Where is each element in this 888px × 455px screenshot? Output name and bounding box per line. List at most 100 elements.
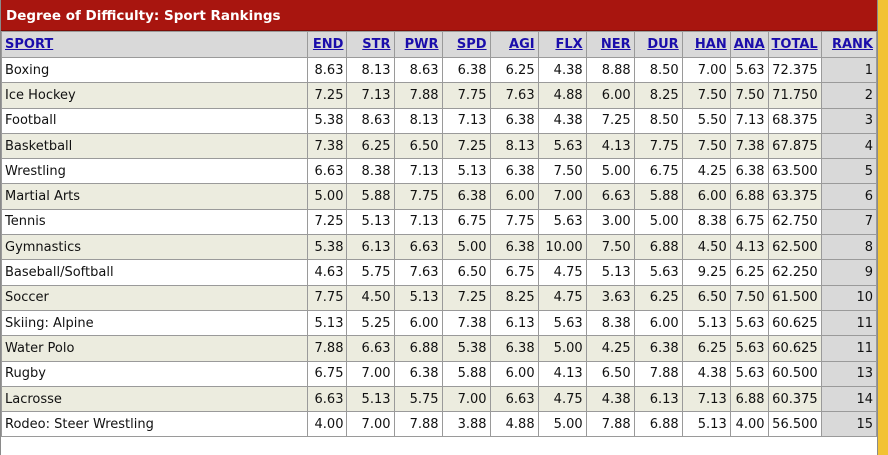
cell-pwr: 7.88 bbox=[394, 412, 442, 437]
table-row: Baseball/Softball 4.63 5.75 7.63 6.50 6.75 4.7… bbox=[2, 260, 877, 285]
cell-end: 6.63 bbox=[307, 386, 347, 411]
cell-ner: 4.25 bbox=[586, 336, 634, 361]
sort-link-dur[interactable]: DUR bbox=[647, 37, 678, 52]
cell-agi: 4.88 bbox=[490, 412, 538, 437]
cell-total: 62.750 bbox=[768, 209, 821, 234]
cell-total: 56.500 bbox=[768, 412, 821, 437]
cell-agi: 8.13 bbox=[490, 133, 538, 158]
column-header-ana[interactable]: ANA bbox=[730, 32, 768, 58]
header-row: SPORT END STR PWR SPD AGI FLX NER DUR HAN ANA TOTAL… bbox=[2, 32, 877, 58]
cell-rank: 11 bbox=[821, 336, 876, 361]
cell-pwr: 7.13 bbox=[394, 159, 442, 184]
cell-flx: 4.38 bbox=[538, 108, 586, 133]
column-header-sport[interactable]: SPORT bbox=[2, 32, 308, 58]
cell-han: 9.25 bbox=[682, 260, 730, 285]
cell-spd: 7.25 bbox=[442, 133, 490, 158]
column-header-str[interactable]: STR bbox=[347, 32, 394, 58]
cell-ner: 4.13 bbox=[586, 133, 634, 158]
column-header-end[interactable]: END bbox=[307, 32, 347, 58]
sort-link-ana[interactable]: ANA bbox=[734, 37, 765, 52]
column-header-pwr[interactable]: PWR bbox=[394, 32, 442, 58]
cell-agi: 7.63 bbox=[490, 83, 538, 108]
cell-str: 4.50 bbox=[347, 285, 394, 310]
cell-han: 6.00 bbox=[682, 184, 730, 209]
cell-han: 5.13 bbox=[682, 412, 730, 437]
table-row: Soccer 7.75 4.50 5.13 7.25 8.25 4.75 3.63 6.25 6.… bbox=[2, 285, 877, 310]
sort-link-flx[interactable]: FLX bbox=[555, 37, 582, 52]
cell-sport: Water Polo bbox=[2, 336, 308, 361]
cell-ner: 8.38 bbox=[586, 310, 634, 335]
sort-link-total[interactable]: TOTAL bbox=[772, 37, 818, 52]
column-header-ner[interactable]: NER bbox=[586, 32, 634, 58]
sort-link-spd[interactable]: SPD bbox=[457, 37, 487, 52]
cell-pwr: 6.88 bbox=[394, 336, 442, 361]
cell-flx: 4.13 bbox=[538, 361, 586, 386]
cell-rank: 5 bbox=[821, 159, 876, 184]
cell-pwr: 5.13 bbox=[394, 285, 442, 310]
cell-sport: Gymnastics bbox=[2, 235, 308, 260]
cell-dur: 5.63 bbox=[634, 260, 682, 285]
cell-str: 5.13 bbox=[347, 386, 394, 411]
cell-total: 63.500 bbox=[768, 159, 821, 184]
cell-spd: 7.13 bbox=[442, 108, 490, 133]
cell-total: 61.500 bbox=[768, 285, 821, 310]
table-row: Wrestling 6.63 8.38 7.13 5.13 6.38 7.50 5.00 6.7… bbox=[2, 159, 877, 184]
cell-han: 5.13 bbox=[682, 310, 730, 335]
cell-flx: 4.75 bbox=[538, 285, 586, 310]
sort-link-end[interactable]: END bbox=[313, 37, 344, 52]
column-header-rank[interactable]: RANK bbox=[821, 32, 876, 58]
cell-agi: 8.25 bbox=[490, 285, 538, 310]
cell-sport: Ice Hockey bbox=[2, 83, 308, 108]
sort-link-han[interactable]: HAN bbox=[695, 37, 727, 52]
cell-sport: Rugby bbox=[2, 361, 308, 386]
column-header-han[interactable]: HAN bbox=[682, 32, 730, 58]
cell-rank: 6 bbox=[821, 184, 876, 209]
column-header-spd[interactable]: SPD bbox=[442, 32, 490, 58]
cell-end: 7.38 bbox=[307, 133, 347, 158]
column-header-dur[interactable]: DUR bbox=[634, 32, 682, 58]
table-row: Boxing 8.63 8.13 8.63 6.38 6.25 4.38 8.88 8.50 7.… bbox=[2, 58, 877, 83]
column-header-flx[interactable]: FLX bbox=[538, 32, 586, 58]
panel-title: Degree of Difficulty: Sport Rankings bbox=[1, 0, 877, 31]
cell-str: 7.13 bbox=[347, 83, 394, 108]
cell-ana: 5.63 bbox=[730, 336, 768, 361]
cell-spd: 6.50 bbox=[442, 260, 490, 285]
column-header-total[interactable]: TOTAL bbox=[768, 32, 821, 58]
sort-link-rank[interactable]: RANK bbox=[832, 37, 873, 52]
cell-ana: 6.75 bbox=[730, 209, 768, 234]
cell-end: 7.75 bbox=[307, 285, 347, 310]
sort-link-ner[interactable]: NER bbox=[601, 37, 631, 52]
cell-sport: Lacrosse bbox=[2, 386, 308, 411]
cell-rank: 14 bbox=[821, 386, 876, 411]
cell-end: 7.25 bbox=[307, 83, 347, 108]
cell-end: 8.63 bbox=[307, 58, 347, 83]
cell-pwr: 6.38 bbox=[394, 361, 442, 386]
table-row: Martial Arts 5.00 5.88 7.75 6.38 6.00 7.00 6.63… bbox=[2, 184, 877, 209]
sort-link-str[interactable]: STR bbox=[362, 37, 390, 52]
cell-spd: 7.75 bbox=[442, 83, 490, 108]
cell-han: 4.25 bbox=[682, 159, 730, 184]
rankings-table: SPORT END STR PWR SPD AGI FLX NER DUR HAN ANA TOTAL… bbox=[1, 31, 877, 437]
cell-agi: 6.75 bbox=[490, 260, 538, 285]
cell-sport: Baseball/Softball bbox=[2, 260, 308, 285]
cell-ner: 3.00 bbox=[586, 209, 634, 234]
cell-han: 6.50 bbox=[682, 285, 730, 310]
sort-link-agi[interactable]: AGI bbox=[509, 37, 535, 52]
cell-total: 67.875 bbox=[768, 133, 821, 158]
cell-pwr: 6.63 bbox=[394, 235, 442, 260]
cell-sport: Boxing bbox=[2, 58, 308, 83]
sort-link-sport[interactable]: SPORT bbox=[5, 37, 53, 52]
column-header-agi[interactable]: AGI bbox=[490, 32, 538, 58]
sort-link-pwr[interactable]: PWR bbox=[405, 37, 439, 52]
cell-str: 7.00 bbox=[347, 412, 394, 437]
cell-agi: 7.75 bbox=[490, 209, 538, 234]
cell-spd: 5.13 bbox=[442, 159, 490, 184]
cell-han: 4.38 bbox=[682, 361, 730, 386]
table-row: Rugby 6.75 7.00 6.38 5.88 6.00 4.13 6.50 7.88 4.3… bbox=[2, 361, 877, 386]
table-row: Tennis 7.25 5.13 7.13 6.75 7.75 5.63 3.00 5.00 8.… bbox=[2, 209, 877, 234]
cell-ner: 5.13 bbox=[586, 260, 634, 285]
cell-total: 72.375 bbox=[768, 58, 821, 83]
cell-ner: 7.25 bbox=[586, 108, 634, 133]
cell-rank: 9 bbox=[821, 260, 876, 285]
